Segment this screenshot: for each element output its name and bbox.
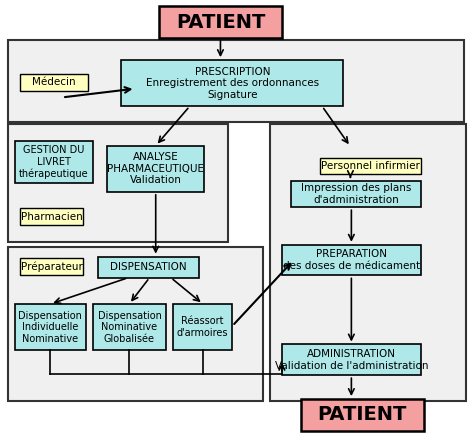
FancyBboxPatch shape xyxy=(292,181,421,207)
FancyBboxPatch shape xyxy=(282,344,421,375)
Text: Impression des plans
d'administration: Impression des plans d'administration xyxy=(301,183,411,205)
Text: GESTION DU
LIVRET
thérapeutique: GESTION DU LIVRET thérapeutique xyxy=(19,146,89,179)
Text: ADMINISTRATION
Validation de l'administration: ADMINISTRATION Validation de l'administr… xyxy=(275,349,428,370)
Text: PRESCRIPTION
Enregistrement des ordonnances
Signature: PRESCRIPTION Enregistrement des ordonnan… xyxy=(146,67,319,100)
Text: Réassort
d'armoires: Réassort d'armoires xyxy=(177,316,228,338)
Text: DISPENSATION: DISPENSATION xyxy=(110,262,187,272)
FancyBboxPatch shape xyxy=(15,304,86,350)
Text: PATIENT: PATIENT xyxy=(318,405,407,424)
Text: PREPARATION
des doses de médicament: PREPARATION des doses de médicament xyxy=(283,249,420,271)
FancyBboxPatch shape xyxy=(19,258,83,275)
FancyBboxPatch shape xyxy=(301,399,424,430)
FancyBboxPatch shape xyxy=(8,40,464,122)
FancyBboxPatch shape xyxy=(159,7,282,38)
Text: PATIENT: PATIENT xyxy=(176,13,265,32)
FancyBboxPatch shape xyxy=(8,247,263,401)
Text: Médecin: Médecin xyxy=(32,78,76,87)
FancyBboxPatch shape xyxy=(19,208,83,225)
FancyBboxPatch shape xyxy=(173,304,232,350)
FancyBboxPatch shape xyxy=(98,257,199,278)
Text: Dispensation
Individuelle
Nominative: Dispensation Individuelle Nominative xyxy=(18,310,82,344)
FancyBboxPatch shape xyxy=(270,124,466,401)
FancyBboxPatch shape xyxy=(282,245,421,276)
FancyBboxPatch shape xyxy=(93,304,166,350)
FancyBboxPatch shape xyxy=(15,142,93,183)
Text: Pharmacien: Pharmacien xyxy=(21,212,82,221)
FancyBboxPatch shape xyxy=(319,157,421,174)
FancyBboxPatch shape xyxy=(19,74,88,91)
FancyBboxPatch shape xyxy=(107,146,204,192)
FancyBboxPatch shape xyxy=(8,124,228,243)
Text: Personnel infirmier: Personnel infirmier xyxy=(321,161,420,171)
Text: ANALYSE
PHARMACEUTIQUE
Validation: ANALYSE PHARMACEUTIQUE Validation xyxy=(107,152,204,186)
FancyBboxPatch shape xyxy=(121,60,343,106)
Text: Dispensation
Nominative
Globalisée: Dispensation Nominative Globalisée xyxy=(98,310,162,344)
Text: Préparateur: Préparateur xyxy=(20,262,82,272)
